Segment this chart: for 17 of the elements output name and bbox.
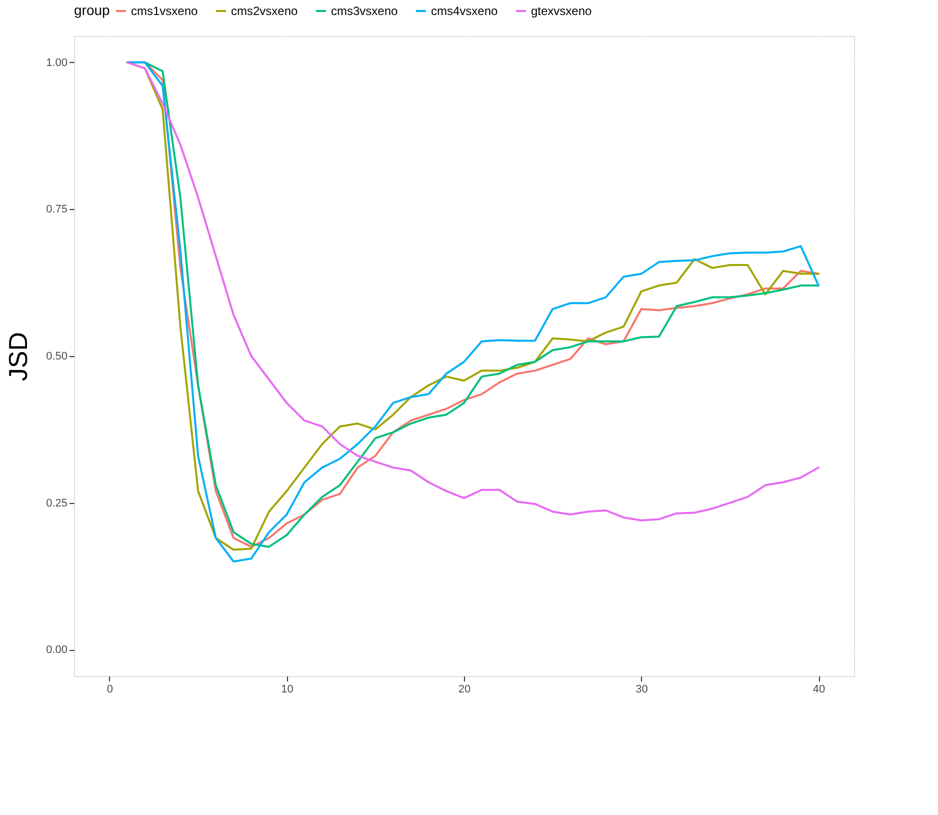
legend-label: cms4vsxeno (431, 4, 498, 18)
y-tick-label: 1.00 (46, 56, 68, 69)
y-tick-label: 0.25 (46, 497, 68, 510)
x-tick-label: 30 (636, 684, 648, 696)
y-axis-title: JSD (3, 332, 34, 382)
x-tick-label: 40 (812, 684, 826, 696)
legend-label: gtexvsxeno (531, 4, 592, 18)
x-tick-label: 10 (281, 684, 294, 696)
x-tick-label: 0 (106, 684, 114, 696)
y-tick-label: 0.00 (46, 644, 68, 656)
legend-label: cms2vsxeno (231, 4, 298, 18)
y-tick-label: 0.75 (46, 204, 68, 216)
legend-label: cms1vsxeno (131, 4, 198, 18)
x-tick-label: 20 (458, 684, 471, 696)
legend-label: cms3vsxeno (331, 4, 398, 18)
legend-title: group (74, 2, 110, 18)
y-tick-label: 0.50 (46, 350, 68, 362)
